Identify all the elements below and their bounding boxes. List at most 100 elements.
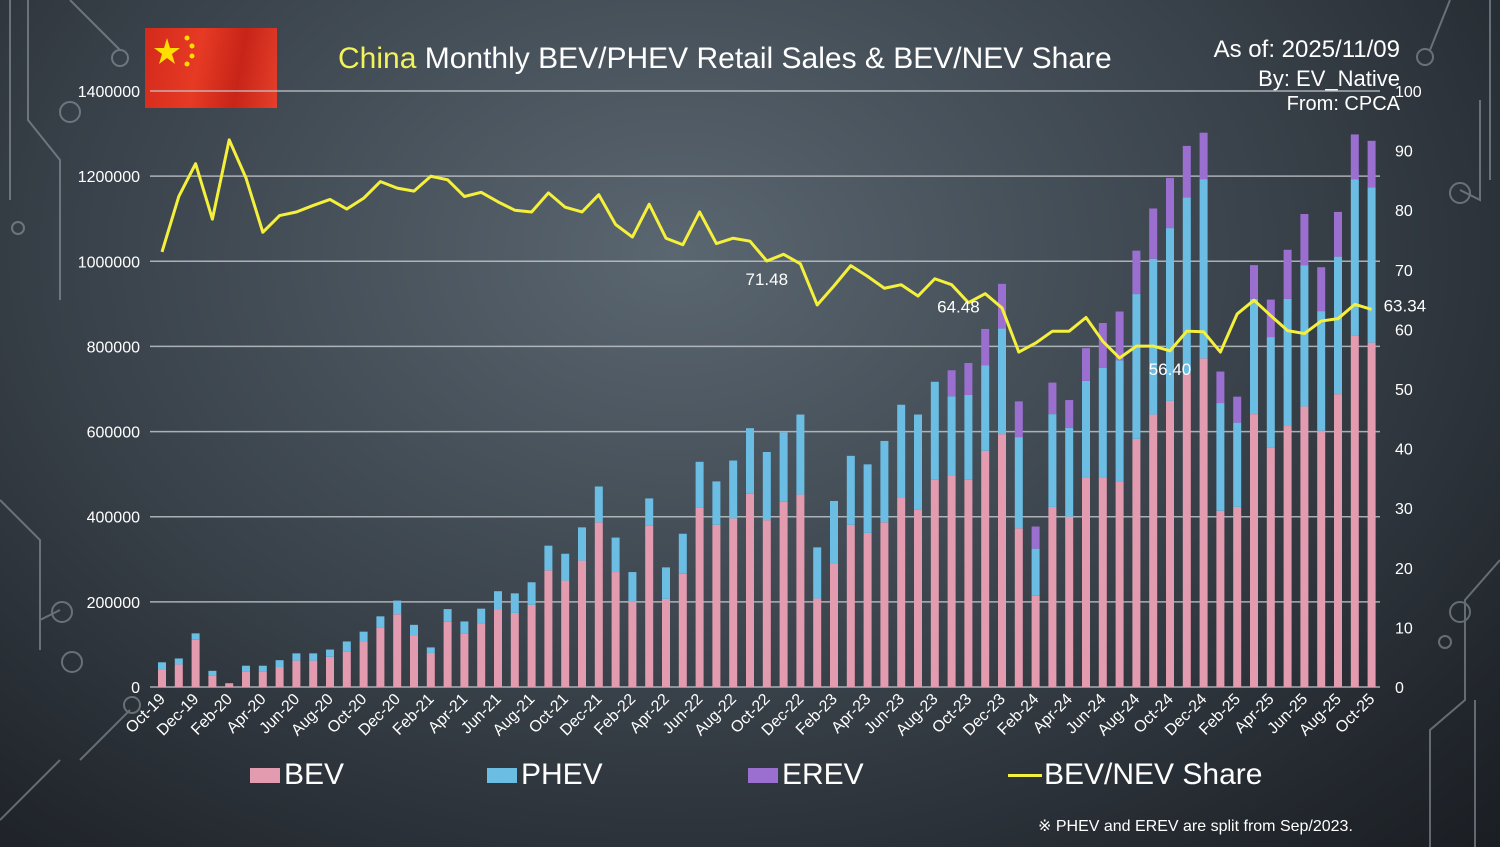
phev-bar-apr-25 — [1266, 337, 1275, 448]
left-axis-tick-label: 600000 — [87, 425, 140, 442]
phev-bar-jun-22 — [695, 461, 704, 508]
phev-bar-jun-21 — [494, 591, 502, 610]
bev-bar-jul-21 — [510, 612, 519, 687]
bev-bar-oct-22 — [762, 520, 771, 687]
phev-bar-feb-25 — [1233, 422, 1242, 507]
legend-erev: EREV — [748, 758, 864, 792]
erev-bar-mar-24 — [1048, 382, 1057, 415]
share-annotation: 64.48 — [937, 298, 980, 317]
phev-bar-sep-24 — [1149, 258, 1158, 415]
phev-bar-jul-25 — [1317, 311, 1326, 431]
phev-bar-jan-22 — [611, 537, 620, 573]
phev-bar-nov-24 — [1182, 197, 1191, 375]
bev-bar-nov-19 — [174, 664, 183, 687]
bev-bar-jun-24 — [1098, 477, 1107, 687]
bev-bar-sep-21 — [544, 570, 553, 687]
share-annotation: 71.48 — [746, 270, 789, 289]
phev-bar-mar-23 — [846, 455, 855, 525]
erev-bar-sep-24 — [1149, 208, 1158, 259]
bev-bar-nov-22 — [779, 501, 788, 687]
erev-bar-oct-24 — [1166, 177, 1174, 229]
phev-bar-oct-23 — [964, 394, 973, 480]
erev-bar-apr-24 — [1065, 400, 1074, 428]
bev-bar-dec-20 — [393, 614, 402, 687]
right-axis-tick-label: 90 — [1395, 144, 1413, 161]
bev-bar-may-24 — [1082, 477, 1090, 687]
phev-bar-dec-20 — [393, 600, 402, 615]
bev-swatch — [250, 767, 280, 783]
erev-bar-jun-24 — [1098, 323, 1107, 368]
right-axis-tick-label: 50 — [1395, 382, 1413, 399]
bev-bar-mar-20 — [242, 671, 250, 687]
legend-share: BEV/NEV Share — [1008, 758, 1262, 792]
left-axis-tick-label: 1000000 — [78, 254, 140, 271]
bev-bar-jan-21 — [410, 635, 418, 687]
erev-bar-nov-24 — [1182, 145, 1191, 198]
phev-bar-may-22 — [678, 533, 687, 574]
left-axis-tick-label: 800000 — [87, 339, 140, 356]
bev-bar-aug-23 — [930, 479, 939, 687]
bev-bar-jan-25 — [1216, 510, 1225, 687]
right-axis-tick-label: 0 — [1395, 680, 1404, 697]
erev-bar-sep-25 — [1350, 134, 1359, 180]
legend-phev: PHEV — [487, 758, 603, 792]
phev-bar-dec-19 — [191, 633, 200, 640]
phev-bar-feb-23 — [830, 500, 838, 564]
phev-bar-aug-25 — [1334, 256, 1342, 395]
phev-bar-jul-20 — [309, 653, 318, 661]
bev-bar-jul-25 — [1317, 430, 1326, 687]
bev-bar-jun-25 — [1300, 406, 1309, 687]
bev-bar-aug-21 — [527, 604, 536, 687]
phev-bar-aug-23 — [930, 381, 939, 480]
phev-bar-jul-24 — [1115, 360, 1124, 482]
erev-bar-oct-25 — [1367, 140, 1376, 188]
left-axis-tick-label: 200000 — [87, 595, 140, 612]
erev-bar-feb-25 — [1233, 396, 1242, 423]
right-axis-tick-label: 100 — [1395, 84, 1422, 101]
bev-bar-jan-24 — [1014, 528, 1023, 687]
bev-bar-feb-22 — [628, 601, 637, 687]
bev-bar-apr-22 — [662, 598, 670, 687]
phev-bar-aug-20 — [326, 649, 334, 657]
bev-bar-oct-23 — [964, 479, 973, 687]
bev-bar-oct-20 — [359, 641, 368, 687]
phev-bar-feb-24 — [1031, 548, 1040, 596]
phev-bar-feb-20 — [225, 683, 234, 685]
share-annotation: 56.40 — [1149, 360, 1192, 379]
title-highlight: China — [338, 42, 417, 75]
bev-bar-may-22 — [678, 573, 687, 687]
phev-bar-oct-22 — [762, 452, 771, 521]
bev-bar-apr-21 — [460, 633, 469, 687]
erev-bar-feb-24 — [1031, 526, 1040, 549]
erev-bar-jan-25 — [1216, 371, 1225, 404]
phev-bar-may-20 — [275, 660, 284, 667]
phev-bar-apr-24 — [1065, 427, 1074, 517]
bev-bar-jan-23 — [813, 598, 822, 687]
phev-bar-jun-24 — [1098, 367, 1107, 478]
left-axis-tick-label: 0 — [131, 680, 140, 697]
phev-bar-mar-21 — [443, 609, 452, 622]
phev-bar-apr-23 — [863, 464, 872, 533]
right-axis-tick-label: 60 — [1395, 322, 1413, 339]
as-of-date: As of: 2025/11/09 — [1213, 36, 1400, 63]
phev-bar-dec-22 — [796, 414, 805, 495]
bev-bar-may-21 — [477, 623, 486, 687]
bev-bar-sep-24 — [1149, 414, 1158, 687]
bev-bar-jan-20 — [208, 675, 217, 687]
bev-bar-jul-24 — [1115, 481, 1124, 687]
bev-bar-feb-21 — [426, 652, 435, 687]
bev-bar-jun-23 — [897, 497, 906, 687]
bev-bar-mar-23 — [846, 524, 855, 687]
bev-bar-apr-24 — [1065, 516, 1074, 687]
phev-bar-oct-20 — [359, 631, 368, 642]
phev-bar-nov-20 — [376, 616, 385, 628]
erev-bar-jul-24 — [1115, 311, 1124, 361]
legend-share-label: BEV/NEV Share — [1044, 758, 1263, 791]
phev-bar-sep-25 — [1350, 179, 1359, 336]
bev-bar-dec-24 — [1199, 358, 1208, 687]
bev-bar-mar-25 — [1250, 414, 1258, 687]
bev-bar-jan-22 — [611, 572, 620, 687]
bev-bar-jul-23 — [914, 509, 922, 687]
